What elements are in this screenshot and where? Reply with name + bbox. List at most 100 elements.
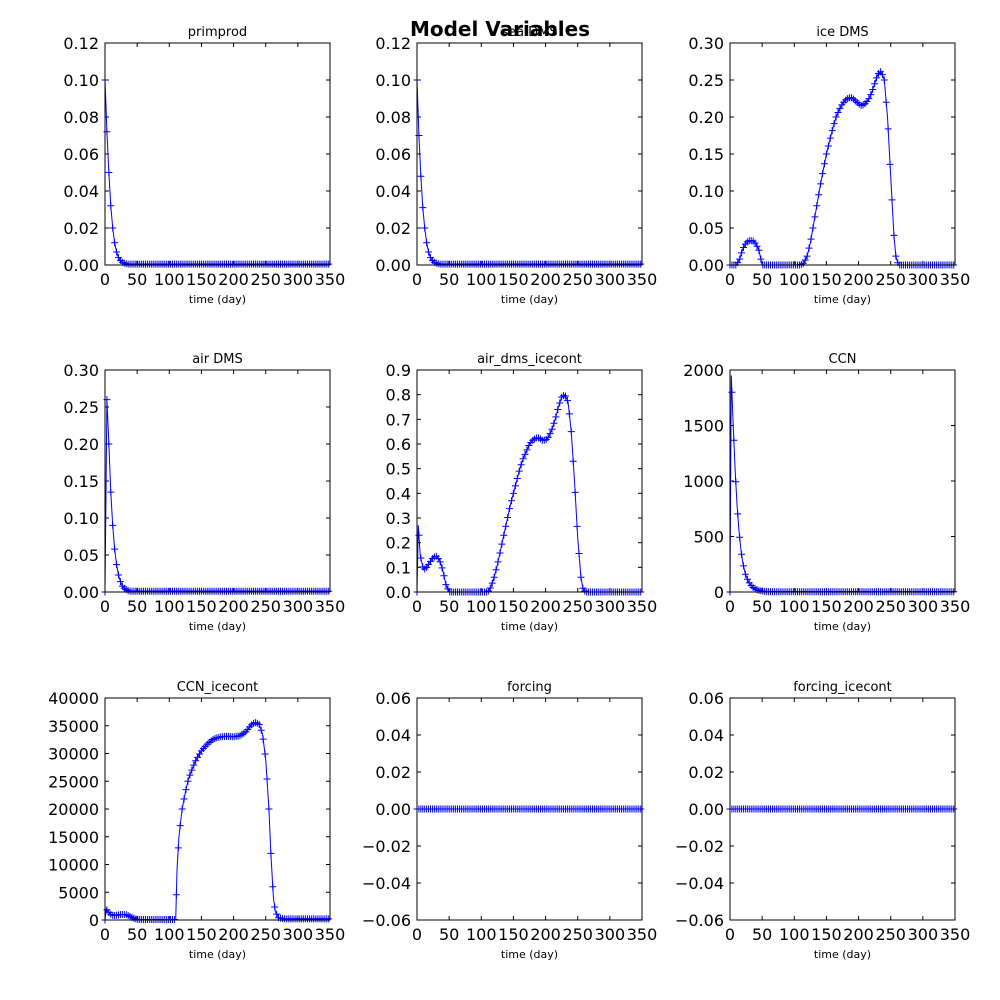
plot-frame: [729, 369, 956, 593]
y-tick-label: 0.06: [375, 689, 411, 708]
data-point: [817, 180, 825, 188]
x-tick-label: 350: [627, 597, 658, 616]
y-tick-label: 0.10: [688, 182, 724, 201]
data-point: [517, 461, 525, 469]
x-tick-label: 250: [562, 597, 593, 616]
x-tick-label: 0: [100, 925, 110, 944]
data-point: [867, 91, 875, 99]
x-tick-label: 100: [779, 270, 810, 289]
data-series-markers: [413, 805, 645, 813]
x-tick-label: 350: [940, 597, 971, 616]
y-tick-label: 0.02: [63, 219, 99, 238]
data-point: [871, 80, 879, 88]
x-tick-label: 150: [498, 925, 529, 944]
plot-frame: [416, 42, 643, 266]
x-tick-label: 200: [530, 597, 561, 616]
x-axis-label: time (day): [501, 620, 558, 633]
data-point: [325, 915, 333, 923]
data-point: [423, 239, 431, 247]
x-tick-label: 50: [752, 270, 772, 289]
data-point: [822, 150, 830, 158]
data-point: [753, 242, 761, 250]
data-point: [172, 891, 180, 899]
x-tick-label: 200: [218, 597, 249, 616]
data-point: [878, 71, 886, 79]
plot-frame: [416, 369, 643, 593]
data-point: [440, 572, 448, 580]
data-series-markers: [101, 719, 333, 924]
x-axis-label: time (day): [189, 293, 246, 306]
subplot-ccn: CCN 0 50 100 150 200 250 300 350 0 500 1000 1500 2000…: [683, 352, 970, 633]
y-tick-label: 0.3: [386, 509, 411, 528]
data-point: [565, 410, 573, 418]
subplot-ice-dms: ice DMS 0 50 100 150 200 250 300 350 0.00 0.05 0.10…: [688, 25, 970, 306]
data-point: [807, 235, 815, 243]
y-tick-label: 0.00: [688, 256, 724, 275]
data-point: [882, 98, 890, 106]
y-tick-label: 0.20: [688, 108, 724, 127]
plot-title: primprod: [188, 25, 247, 40]
y-tick-label: 0.06: [63, 145, 99, 164]
y-tick-label: 0.8: [386, 386, 411, 405]
data-point: [273, 910, 281, 918]
x-axis-label: time (day): [501, 948, 558, 961]
data-point: [523, 446, 531, 454]
data-point: [892, 252, 900, 260]
y-tick-label: 0: [714, 583, 724, 602]
data-series-markers: [726, 805, 958, 813]
data-point: [105, 440, 113, 448]
x-tick-label: 0: [100, 270, 110, 289]
data-point: [556, 399, 564, 407]
y-tick-label: 0.08: [375, 108, 411, 127]
data-point: [107, 488, 115, 496]
data-point: [550, 419, 558, 427]
data-point: [492, 566, 500, 574]
y-tick-label: 0: [89, 911, 99, 930]
data-point: [506, 505, 514, 513]
y-tick-label: −0.04: [362, 874, 411, 893]
y-tick-label: 0.30: [688, 34, 724, 53]
data-point: [269, 883, 277, 891]
subplot-primprod: primprod 0 50 100 150 200 250 300 350 0.00 0.02 0.0…: [63, 25, 345, 306]
data-point: [259, 735, 267, 743]
y-tick-label: 0.10: [63, 71, 99, 90]
x-tick-label: 150: [811, 270, 842, 289]
data-point: [496, 549, 504, 557]
data-point: [826, 134, 834, 142]
x-tick-label: 50: [127, 597, 147, 616]
x-tick-label: 150: [186, 925, 217, 944]
x-tick-label: 350: [940, 925, 971, 944]
x-tick-label: 50: [752, 597, 772, 616]
y-tick-label: 0.0: [386, 583, 411, 602]
subplot-air-dms-icecont: air_dms_icecont 0 50 100 150 200 250 300 350 0.0 0…: [386, 352, 658, 633]
data-point: [115, 571, 122, 579]
data-point: [738, 249, 746, 257]
data-point: [113, 561, 121, 569]
subplot-ccn-icecont: CCN_icecont 0 50 100 150 200 250 300 350 0 5000 100…: [48, 680, 345, 961]
data-point: [736, 255, 744, 263]
y-tick-label: 0.02: [375, 763, 411, 782]
y-tick-label: 0.06: [688, 689, 724, 708]
x-tick-label: 200: [843, 925, 874, 944]
plot-frame: [729, 697, 956, 921]
data-point: [513, 475, 521, 483]
data-point: [519, 455, 527, 463]
y-tick-label: 0.12: [375, 34, 411, 53]
y-tick-label: 5000: [58, 883, 99, 902]
x-tick-label: 250: [250, 270, 281, 289]
data-point: [563, 397, 571, 405]
data-point: [819, 170, 827, 178]
data-point: [834, 109, 842, 117]
y-tick-label: 0.12: [63, 34, 99, 53]
y-tick-label: 0.02: [688, 763, 724, 782]
x-tick-label: 100: [154, 270, 185, 289]
y-tick-label: 0.02: [375, 219, 411, 238]
data-point: [436, 558, 444, 566]
plot-frame: [104, 697, 331, 921]
data-point: [184, 777, 192, 785]
y-tick-label: 1500: [683, 417, 724, 436]
data-point: [170, 915, 178, 923]
data-point: [821, 160, 828, 168]
